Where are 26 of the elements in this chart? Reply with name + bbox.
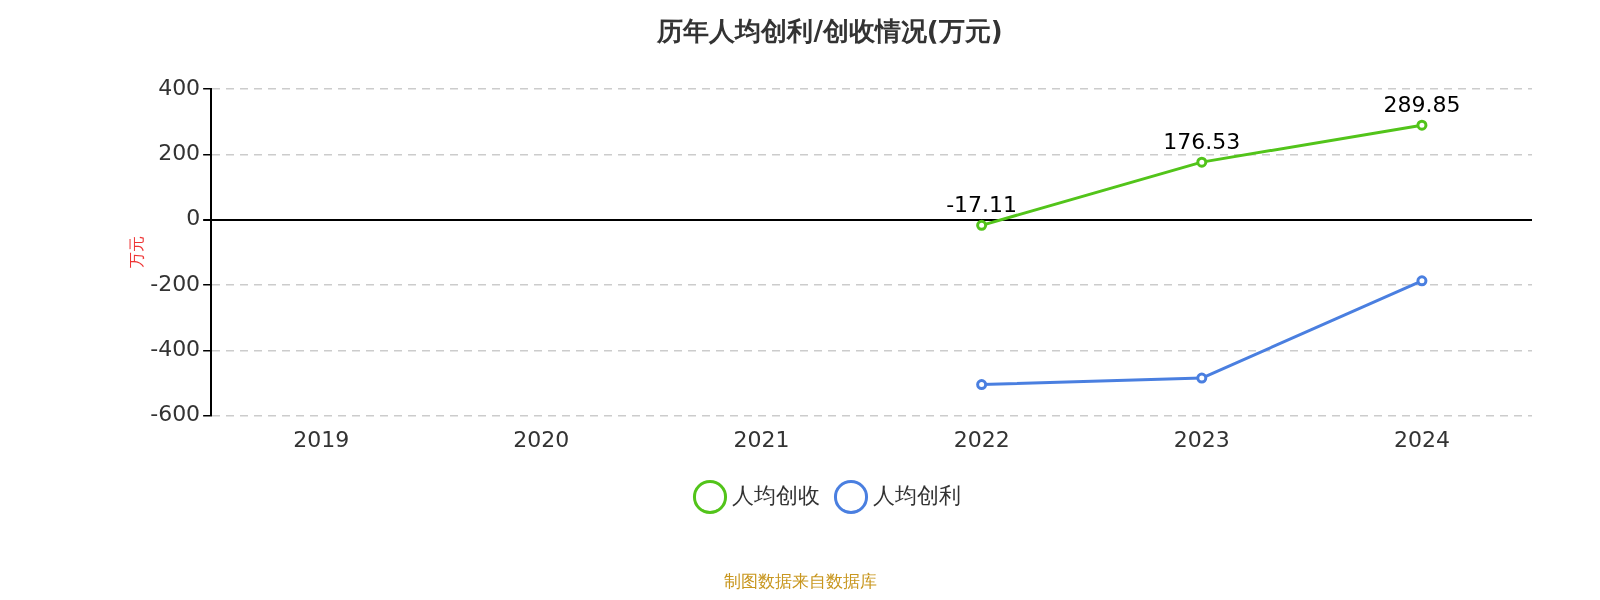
point: [976, 379, 988, 391]
x-tick-label: 2023: [1173, 426, 1230, 452]
data-label: 289.85: [1383, 91, 1461, 117]
y-tick-label: -600: [150, 401, 201, 427]
y-tick-label: -200: [150, 270, 201, 296]
y-tick-label: 0: [186, 205, 201, 231]
y-axis-title: 万元: [126, 236, 146, 269]
point: [1416, 275, 1428, 287]
data-label: -17.11: [946, 192, 1018, 218]
data-label: 176.53: [1163, 128, 1241, 154]
point: [1416, 119, 1428, 131]
point: [1196, 372, 1208, 384]
x-tick-label: 2019: [293, 426, 350, 452]
x-tick-label: 2022: [953, 426, 1010, 452]
y-tick-label: 200: [158, 140, 201, 166]
legend-label: 人均创利: [873, 482, 961, 508]
y-tick-label: 400: [158, 74, 201, 100]
x-tick-label: 2021: [733, 426, 790, 452]
point: [976, 219, 988, 231]
x-tick-label: 2020: [513, 426, 570, 452]
text: 制图数据来自数据库: [722, 570, 878, 593]
legend-label: 人均创收: [732, 482, 820, 508]
y-tick-label: -400: [150, 336, 201, 362]
chart-title: 历年人均创利/创收情况(万元): [656, 16, 1003, 47]
x-tick-label: 2024: [1393, 426, 1450, 452]
point: [1196, 156, 1208, 168]
